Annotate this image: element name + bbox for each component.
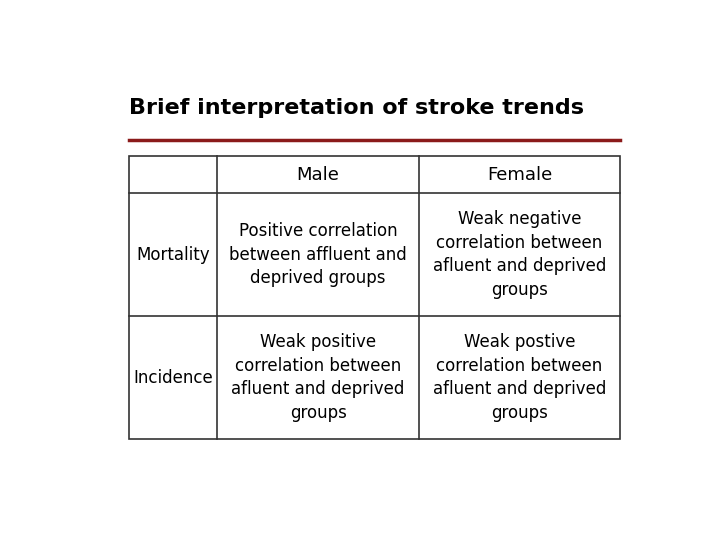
Text: Mortality: Mortality <box>137 246 210 264</box>
Text: Weak postive
correlation between
afluent and deprived
groups: Weak postive correlation between afluent… <box>433 333 606 422</box>
Text: Brief interpretation of stroke trends: Brief interpretation of stroke trends <box>129 98 584 118</box>
Text: Weak positive
correlation between
afluent and deprived
groups: Weak positive correlation between afluen… <box>231 333 405 422</box>
Text: Weak negative
correlation between
afluent and deprived
groups: Weak negative correlation between afluen… <box>433 210 606 299</box>
Text: Positive correlation
between affluent and
deprived groups: Positive correlation between affluent an… <box>229 222 407 287</box>
Text: Female: Female <box>487 166 552 184</box>
Bar <box>129 156 620 439</box>
Text: Incidence: Incidence <box>133 368 213 387</box>
Text: Male: Male <box>297 166 340 184</box>
